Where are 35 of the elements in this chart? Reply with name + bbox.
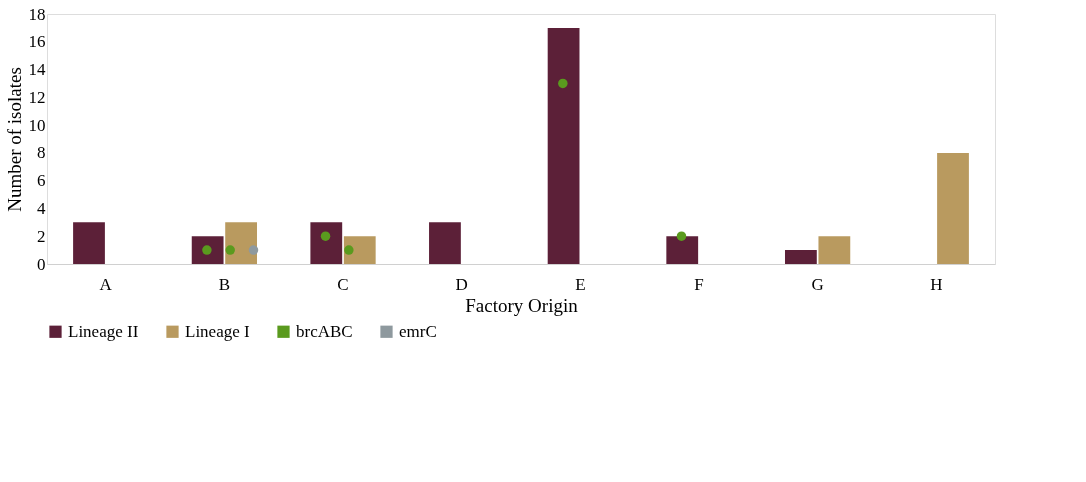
y-tick-label: 6 [37,171,46,191]
y-tick-label: 16 [28,32,46,52]
x-tick-label: A [99,274,113,294]
y-tick-label: 4 [37,198,46,218]
bar [818,236,851,264]
x-tick-label: G [811,274,824,294]
bar [547,27,580,264]
legend-label: emrC [399,321,437,341]
bar [666,236,699,264]
legend-label: Lineage I [185,321,250,341]
y-tick-label: 10 [28,115,46,135]
bar [429,222,461,264]
y-tick-label: 8 [37,143,46,163]
bar [784,250,817,264]
bar [73,222,105,264]
x-tick-label: H [930,274,943,294]
bar [310,222,343,264]
y-tick-label: 14 [28,60,46,80]
x-tick-label: C [337,274,349,294]
x-tick-label: D [455,274,468,294]
legend-label: brcABC [296,321,353,341]
legend-label: Lineage II [68,321,139,341]
x-tick-label: B [218,274,231,294]
bar [225,222,258,264]
x-tick-label: E [575,274,586,294]
y-tick-label: 12 [28,87,46,107]
bar [343,236,376,264]
bar [937,152,969,264]
bar [191,236,224,264]
y-axis-title: Number of isolates [3,67,25,212]
y-tick-label: 2 [37,226,46,246]
x-axis-title: Factory Origin [465,294,579,316]
x-tick-label: F [694,274,704,294]
y-tick-label: 0 [37,254,46,274]
y-tick-label: 18 [28,4,46,24]
